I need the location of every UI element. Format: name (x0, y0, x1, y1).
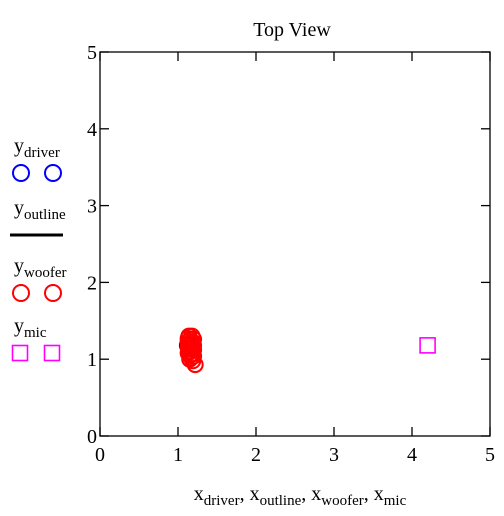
x-label-sep: , (240, 483, 250, 505)
legend-marker-driver (12, 164, 62, 182)
y-tick-label: 5 (87, 42, 97, 64)
x-label-sub: woofer (321, 493, 363, 509)
legend-symbol (43, 344, 61, 362)
y-tick-label: 1 (87, 349, 97, 371)
plot-frame (99, 51, 491, 437)
x-label-sub: driver (204, 493, 240, 509)
legend-label-mic: ymic (14, 315, 47, 341)
x-label-sep: , (364, 483, 374, 505)
chart-title: Top View (253, 19, 331, 41)
x-tick-label: 4 (407, 444, 417, 466)
legend-symbol (12, 284, 30, 302)
y-tick-label: 0 (87, 426, 97, 448)
legend-label-driver: ydriver (14, 135, 60, 161)
x-label-base: x (194, 483, 204, 505)
legend-label-outline: youtline (14, 197, 66, 223)
x-tick-label: 1 (173, 444, 183, 466)
legend-symbol (12, 164, 30, 182)
x-label-base: x (374, 483, 384, 505)
legend-label-sub: driver (24, 145, 60, 161)
x-label-sub: outline (260, 493, 302, 509)
axes: 0 1 2 3 4 5 0 1 2 3 4 5 (87, 42, 495, 466)
data-point-mic (419, 337, 436, 354)
legend-symbol (44, 284, 62, 302)
x-label-base: x (250, 483, 260, 505)
legend-label-sub: mic (24, 325, 47, 341)
legend-label-base: y (14, 197, 24, 219)
legend-label-sub: outline (24, 207, 66, 223)
legend-label-base: y (14, 255, 24, 277)
x-label-sep: , (301, 483, 311, 505)
y-tick-label: 4 (87, 119, 97, 141)
x-tick-label: 5 (485, 444, 495, 466)
legend-symbol (11, 344, 29, 362)
x-tick-label: 2 (251, 444, 261, 466)
data-point-woofer (186, 356, 204, 374)
x-label-sub: mic (384, 493, 407, 509)
legend-marker-outline (10, 233, 63, 237)
legend-symbol (44, 164, 62, 182)
legend-label-base: y (14, 135, 24, 157)
legend-marker-mic (11, 344, 61, 362)
data-marks (178, 327, 436, 374)
x-tick-label: 3 (329, 444, 339, 466)
x-tick-label: 0 (95, 444, 105, 466)
legend-label-sub: woofer (24, 265, 67, 281)
legend-label-woofer: ywoofer (14, 255, 67, 281)
x-label-base: x (311, 483, 321, 505)
y-tick-label: 2 (87, 272, 97, 294)
series-mic (419, 337, 436, 354)
x-axis-label: xdriver, xoutline, xwoofer, xmic (194, 483, 407, 509)
data-point-woofer (184, 352, 202, 370)
series-woofer (179, 327, 204, 374)
y-tick-label: 3 (87, 196, 97, 218)
legend-marker-woofer (12, 284, 62, 302)
legend-label-base: y (14, 315, 24, 337)
